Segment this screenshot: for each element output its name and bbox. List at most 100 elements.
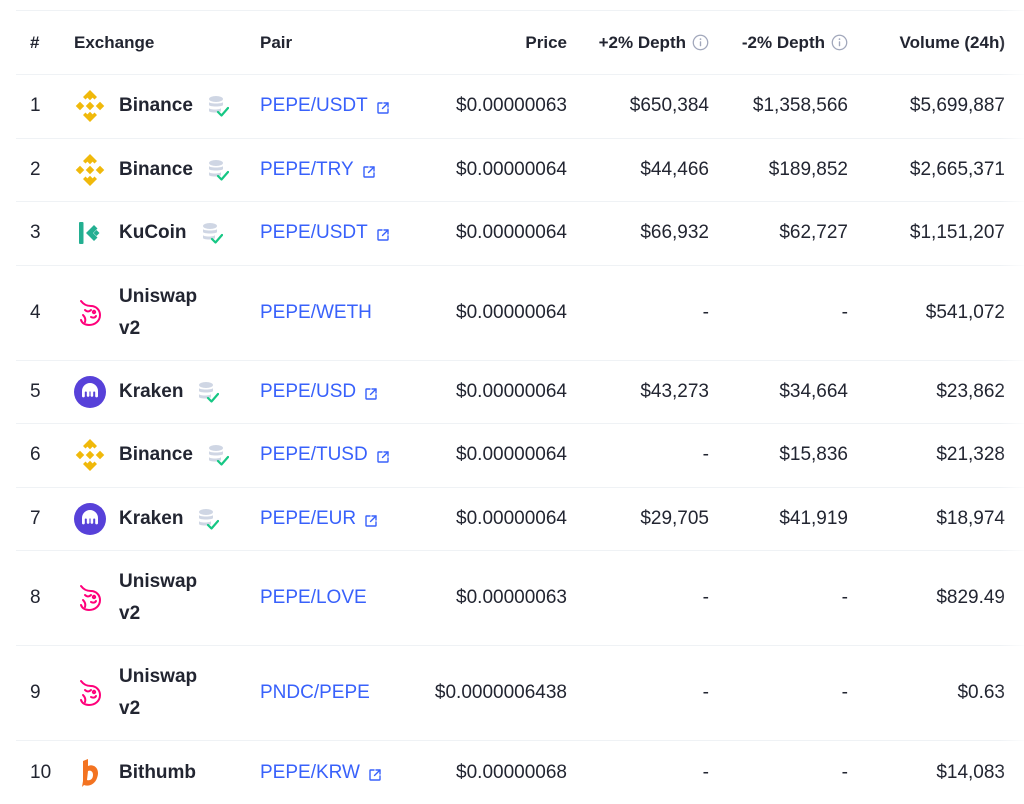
price-cell: $0.00000068: [456, 761, 567, 783]
exchange-cell[interactable]: Binance: [74, 139, 254, 202]
pair-label[interactable]: PEPE/LOVE: [260, 587, 367, 608]
pair-cell[interactable]: PEPE/TUSD: [260, 424, 410, 487]
pair-label[interactable]: PEPE/TRY: [260, 158, 354, 180]
uniswap-logo-icon: [74, 582, 106, 614]
external-link-icon[interactable]: [376, 448, 390, 463]
exchange-cell[interactable]: Uniswap v2: [74, 551, 254, 645]
pair-link[interactable]: PEPE/TRY: [260, 159, 376, 181]
pair-cell[interactable]: PEPE/LOVE: [260, 551, 410, 645]
pair-cell[interactable]: PEPE/WETH: [260, 266, 410, 360]
pair-label[interactable]: PNDC/PEPE: [260, 682, 370, 703]
kraken-logo-icon: [74, 502, 106, 535]
exchange-name[interactable]: Bithumb: [119, 761, 197, 783]
rank-cell: 4: [30, 301, 41, 323]
pair-label[interactable]: PEPE/EUR: [260, 507, 357, 529]
external-link-icon[interactable]: [376, 99, 390, 114]
header-price[interactable]: Price: [525, 32, 567, 52]
table-row[interactable]: 9 Uniswap v2 PNDC/PEPE $0.0000006438 - - $0.63: [16, 646, 1024, 741]
verified-reserves-icon[interactable]: [201, 221, 223, 245]
pair-link[interactable]: PEPE/LOVE: [260, 587, 367, 609]
exchange-cell[interactable]: KuCoin: [74, 202, 254, 265]
exchange-cell[interactable]: Kraken: [74, 488, 254, 551]
minus-depth-cell: $189,852: [768, 158, 848, 180]
verified-reserves-icon[interactable]: [207, 94, 230, 118]
plus-depth-cell: $44,466: [640, 158, 709, 180]
exchange-name[interactable]: Uniswap v2: [119, 666, 198, 719]
pair-label[interactable]: PEPE/USD: [260, 380, 357, 402]
pair-cell[interactable]: PNDC/PEPE: [260, 646, 410, 740]
header-plus-depth[interactable]: +2% Depth: [576, 11, 709, 74]
exchange-cell[interactable]: Binance: [74, 75, 254, 138]
price-cell: $0.00000064: [456, 222, 567, 244]
pair-cell[interactable]: PEPE/USDT: [260, 202, 410, 265]
pair-link[interactable]: PNDC/PEPE: [260, 682, 370, 704]
rank-cell: 1: [30, 95, 41, 117]
uniswap-logo-icon: [74, 677, 106, 709]
pair-label[interactable]: PEPE/KRW: [260, 761, 360, 783]
exchange-name[interactable]: Kraken: [119, 380, 184, 402]
pair-label[interactable]: PEPE/WETH: [260, 301, 372, 323]
verified-reserves-icon[interactable]: [197, 380, 220, 404]
pair-label[interactable]: PEPE/USDT: [260, 95, 368, 117]
exchange-name[interactable]: KuCoin: [119, 222, 187, 244]
minus-depth-cell: $34,664: [779, 380, 848, 402]
header-minus-depth[interactable]: -2% Depth: [716, 11, 848, 74]
exchange-name[interactable]: Uniswap v2: [119, 285, 198, 339]
verified-reserves-icon[interactable]: [207, 443, 230, 467]
pair-link[interactable]: PEPE/KRW: [260, 762, 382, 784]
exchange-name[interactable]: Uniswap v2: [119, 571, 198, 624]
exchange-name[interactable]: Kraken: [119, 507, 184, 529]
exchange-name[interactable]: Binance: [119, 95, 193, 117]
volume-cell: $18,974: [936, 507, 1005, 529]
table-row[interactable]: 6 Binance PEPE/TUSD $0.00000064 - $15,836 $21,…: [16, 424, 1024, 488]
pair-link[interactable]: PEPE/TUSD: [260, 444, 390, 466]
verified-reserves-icon[interactable]: [207, 158, 230, 182]
header-pair[interactable]: Pair: [260, 32, 293, 52]
minus-depth-cell: -: [841, 761, 848, 783]
price-cell: $0.00000064: [456, 158, 567, 180]
table-row[interactable]: 10 Bithumb PEPE/KRW $0.00000068 - - $14,083: [16, 741, 1024, 804]
exchange-name[interactable]: Binance: [119, 158, 193, 180]
pair-link[interactable]: PEPE/USD: [260, 381, 378, 403]
plus-depth-cell: -: [702, 301, 709, 323]
external-link-icon[interactable]: [376, 226, 390, 241]
info-icon[interactable]: [831, 34, 848, 51]
pair-cell[interactable]: PEPE/TRY: [260, 139, 410, 202]
pair-cell[interactable]: PEPE/USD: [260, 361, 410, 424]
header-exchange[interactable]: Exchange: [74, 32, 155, 52]
verified-reserves-icon[interactable]: [197, 507, 220, 531]
plus-depth-cell: -: [702, 682, 709, 703]
info-icon[interactable]: [692, 34, 709, 51]
price-cell: $0.00000063: [456, 95, 567, 117]
pair-link[interactable]: PEPE/USDT: [260, 95, 390, 117]
table-row[interactable]: 4 Uniswap v2 PEPE/WETH $0.00000064 - - $541,07…: [16, 266, 1024, 361]
pair-cell[interactable]: PEPE/KRW: [260, 741, 410, 804]
exchange-cell[interactable]: Uniswap v2: [74, 646, 254, 740]
header-rank[interactable]: #: [30, 32, 40, 52]
rank-cell: 5: [30, 380, 41, 402]
pair-cell[interactable]: PEPE/USDT: [260, 75, 410, 138]
exchange-cell[interactable]: Uniswap v2: [74, 266, 254, 360]
pair-label[interactable]: PEPE/TUSD: [260, 444, 368, 466]
table-row[interactable]: 2 Binance PEPE/TRY $0.00000064 $44,466 $189,8…: [16, 139, 1024, 202]
table-row[interactable]: 7 Kraken PEPE/EUR $0.00000064 $29,705 $41,919…: [16, 488, 1024, 551]
binance-logo-icon: [74, 153, 106, 186]
pair-link[interactable]: PEPE/WETH: [260, 302, 372, 324]
table-row[interactable]: 3 KuCoin PEPE/USDT $0.00000064 $66,932 $62,72…: [16, 202, 1024, 266]
external-link-icon[interactable]: [368, 766, 382, 781]
table-row[interactable]: 1 Binance PEPE/USDT $0.00000063 $650,384 $1,3…: [16, 75, 1024, 139]
external-link-icon[interactable]: [364, 385, 378, 400]
pair-cell[interactable]: PEPE/EUR: [260, 488, 410, 551]
exchange-cell[interactable]: Binance: [74, 424, 254, 487]
pair-link[interactable]: PEPE/USDT: [260, 222, 390, 244]
table-row[interactable]: 8 Uniswap v2 PEPE/LOVE $0.00000063 - - $829.49: [16, 551, 1024, 646]
external-link-icon[interactable]: [362, 163, 376, 178]
exchange-cell[interactable]: Kraken: [74, 361, 254, 424]
exchange-cell[interactable]: Bithumb: [74, 741, 254, 804]
pair-label[interactable]: PEPE/USDT: [260, 222, 368, 244]
pair-link[interactable]: PEPE/EUR: [260, 508, 378, 530]
header-volume[interactable]: Volume (24h): [899, 32, 1005, 52]
exchange-name[interactable]: Binance: [119, 444, 193, 466]
external-link-icon[interactable]: [364, 512, 378, 527]
table-row[interactable]: 5 Kraken PEPE/USD $0.00000064 $43,273 $34,664…: [16, 361, 1024, 424]
